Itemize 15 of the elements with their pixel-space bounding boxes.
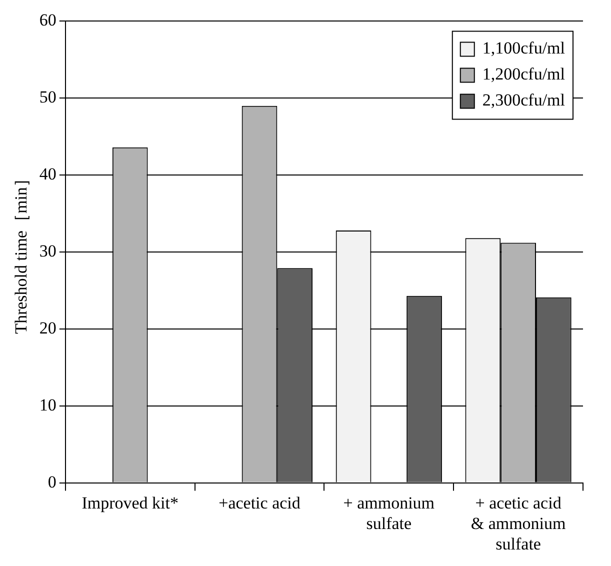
y-tick-label: 50 [39,88,56,107]
y-tick-label: 60 [39,10,56,30]
y-tick-label: 40 [39,164,56,184]
y-tick-label: 0 [48,472,56,492]
x-tick-label: + ammonium sulfate [343,493,435,533]
y-tick-label: 10 [39,395,56,414]
legend-label: 2,300cfu/ml [482,90,566,110]
legend-label: 1,100cfu/ml [482,38,566,58]
x-tick-label: Improved kit* [82,493,178,512]
x-tick-label: + acetic acid & ammonium sulfate [470,493,566,554]
y-tick-label: 30 [39,241,56,260]
y-tick-label: 20 [39,318,56,338]
legend-label: 1,200cfu/ml [482,64,566,84]
x-tick-label: +acetic acid [218,493,301,512]
y-axis-title: Threshold time［min］ [12,170,31,334]
